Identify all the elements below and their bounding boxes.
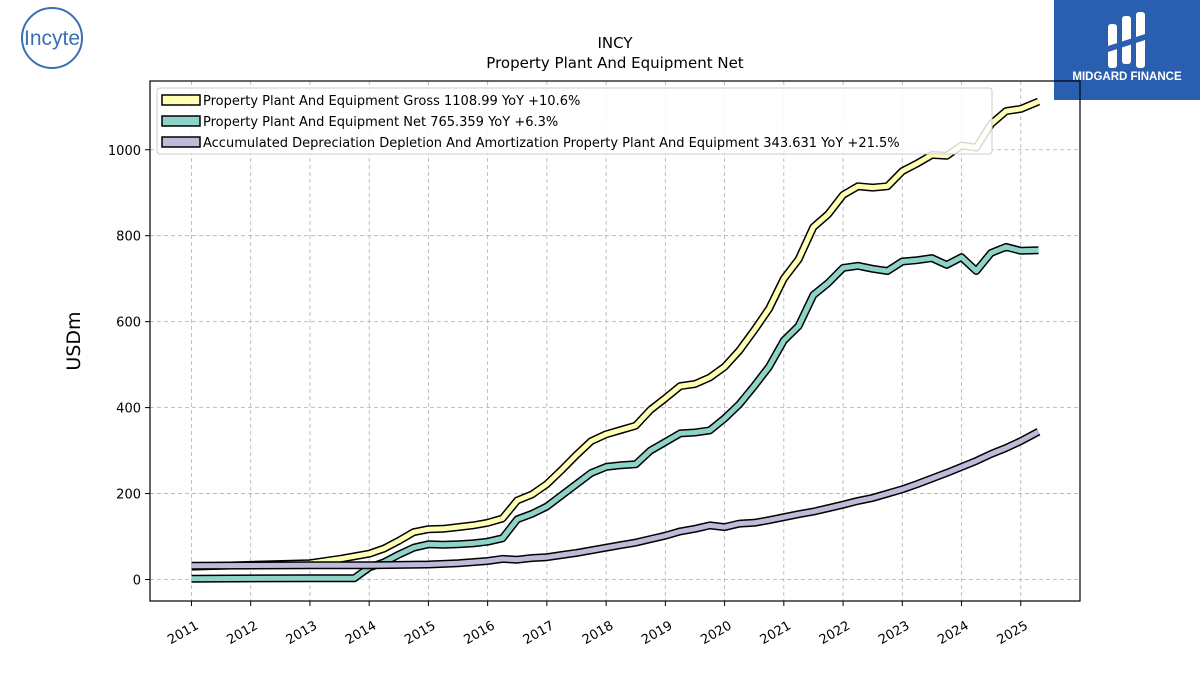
midgard-logo-text: MIDGARD FINANCE bbox=[1072, 71, 1182, 83]
midgard-mark-icon: MIDGARD FINANCE bbox=[1072, 12, 1182, 83]
y-tick-label: 800 bbox=[116, 230, 141, 245]
incyte-logo-text: Incyte bbox=[24, 27, 80, 50]
y-tick-label: 200 bbox=[116, 488, 141, 503]
chart-title: INCY bbox=[597, 34, 633, 52]
x-tick-label: 2022 bbox=[817, 618, 853, 648]
y-tick-label: 0 bbox=[133, 574, 141, 589]
plot-frame bbox=[149, 80, 1081, 602]
axis-ticks: 0 200 400 600 800 1000 2011 2012 2013 2014 2015 201… bbox=[108, 144, 1031, 648]
x-tick-label: 2020 bbox=[698, 618, 734, 648]
legend-swatch bbox=[161, 136, 201, 148]
x-tick-label: 2025 bbox=[995, 618, 1031, 648]
series-lines bbox=[191, 97, 1041, 583]
legend-box bbox=[156, 87, 993, 155]
x-tick-label: 2014 bbox=[343, 618, 379, 648]
y-axis-label: USDm bbox=[63, 311, 85, 370]
x-tick-label: 2019 bbox=[639, 618, 675, 648]
y-tick-label: 400 bbox=[116, 402, 141, 417]
legend-swatch bbox=[161, 115, 201, 127]
y-tick-label: 600 bbox=[116, 316, 141, 331]
legend-label: Accumulated Depreciation Depletion And A… bbox=[203, 136, 900, 151]
x-tick-label: 2024 bbox=[935, 618, 971, 648]
x-tick-label: 2016 bbox=[461, 618, 497, 648]
legend-label: Property Plant And Equipment Gross 1108.… bbox=[203, 94, 580, 109]
x-tick-label: 2018 bbox=[580, 618, 616, 648]
x-tick-label: 2011 bbox=[165, 618, 201, 648]
series-line-3 bbox=[191, 429, 1040, 569]
legend-swatch bbox=[161, 94, 201, 106]
incyte-logo: Incyte bbox=[21, 7, 83, 69]
x-tick-label: 2021 bbox=[758, 618, 794, 648]
x-tick-label: 2012 bbox=[225, 618, 261, 648]
x-tick-label: 2015 bbox=[402, 618, 438, 648]
chart-subtitle: Property Plant And Equipment Net bbox=[486, 54, 743, 72]
midgard-finance-logo: MIDGARD FINANCE bbox=[1054, 0, 1200, 100]
series-line-2 bbox=[191, 244, 1039, 582]
y-tick-label: 1000 bbox=[108, 144, 141, 159]
x-tick-label: 2017 bbox=[521, 618, 557, 648]
x-tick-label: 2013 bbox=[284, 618, 320, 648]
legend-label: Property Plant And Equipment Net 765.359… bbox=[203, 115, 558, 130]
series-outline-1 bbox=[191, 97, 1041, 571]
x-tick-label: 2023 bbox=[876, 618, 912, 648]
series-outline-2 bbox=[191, 242, 1039, 583]
legend: Property Plant And Equipment Gross 1108.… bbox=[156, 87, 993, 155]
series-line-1 bbox=[191, 99, 1040, 570]
